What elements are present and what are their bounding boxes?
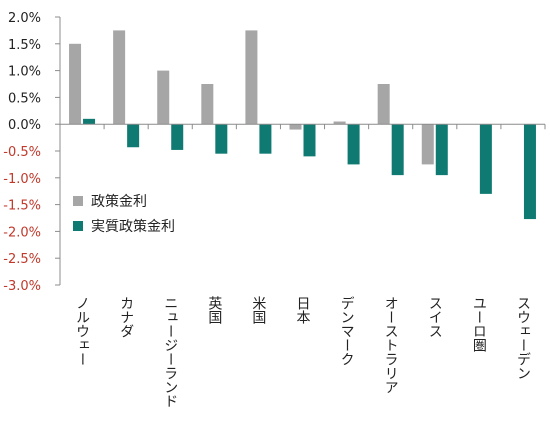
bar-policy-rate <box>333 121 346 125</box>
bar-policy-rate <box>377 84 390 125</box>
legend-swatch <box>73 196 83 206</box>
bar-real-policy-rate <box>171 124 184 150</box>
y-tick-label: 1.0% <box>8 65 41 80</box>
x-category-label: オーストラリア <box>383 296 399 394</box>
bar-real-policy-rate <box>303 124 316 157</box>
bar-real-policy-rate <box>435 124 448 176</box>
y-tick-label: -2.0% <box>3 225 41 240</box>
bar-real-policy-rate <box>479 124 492 194</box>
bar-real-policy-rate <box>215 124 228 154</box>
y-tick-label: 0.0% <box>8 118 41 133</box>
bar-policy-rate <box>201 84 214 125</box>
y-tick-label: -1.0% <box>3 172 41 187</box>
x-category-label: ノルウェー <box>74 296 90 366</box>
bar-policy-rate <box>113 30 126 125</box>
x-category-label: カナダ <box>118 296 134 338</box>
x-category-label: 日本 <box>295 296 311 324</box>
axes <box>55 16 546 286</box>
bar-real-policy-rate <box>523 124 536 220</box>
bar-policy-rate <box>157 70 170 125</box>
y-tick-label: -0.5% <box>3 145 41 160</box>
bar-policy-rate <box>245 30 258 125</box>
legend-label: 実質政策金利 <box>91 218 175 235</box>
x-category-label: スウェーデン <box>515 296 531 380</box>
x-category-label: ニュージーランド <box>162 296 178 408</box>
bar-real-policy-rate <box>83 118 96 125</box>
y-tick-label: 2.0% <box>8 11 41 26</box>
x-axis-categories: ノルウェー カナダ ニュージーランド 英国 米国 日本 デンマーク オーストラリア スイス ユーロ… <box>74 295 531 408</box>
y-tick-label: 1.5% <box>8 38 41 53</box>
y-axis-ticks: 2.0% 1.5% 1.0% 0.5% 0.0% -0.5% -1.0% -1.5% -2.0%… <box>3 11 41 294</box>
y-tick-label: 0.5% <box>8 91 41 106</box>
x-category-label: 英国 <box>206 295 222 324</box>
bar-real-policy-rate <box>347 124 360 165</box>
x-category-label: 米国 <box>250 296 266 324</box>
legend-swatch <box>73 221 83 231</box>
y-tick-label: -3.0% <box>3 279 41 294</box>
bar-policy-rate <box>421 124 434 165</box>
bar-policy-rate <box>69 43 82 125</box>
bar-real-policy-rate <box>391 124 404 176</box>
bar-real-policy-rate <box>259 124 272 154</box>
x-category-label: スイス <box>427 296 443 338</box>
x-category-label: デンマーク <box>339 296 355 366</box>
bars <box>69 30 536 220</box>
bar-policy-rate <box>289 124 302 130</box>
y-tick-label: -1.5% <box>3 199 41 214</box>
legend-label: 政策金利 <box>91 193 147 210</box>
x-category-label: ユーロ圏 <box>471 296 487 353</box>
y-tick-label: -2.5% <box>3 252 41 267</box>
bar-real-policy-rate <box>127 124 140 148</box>
